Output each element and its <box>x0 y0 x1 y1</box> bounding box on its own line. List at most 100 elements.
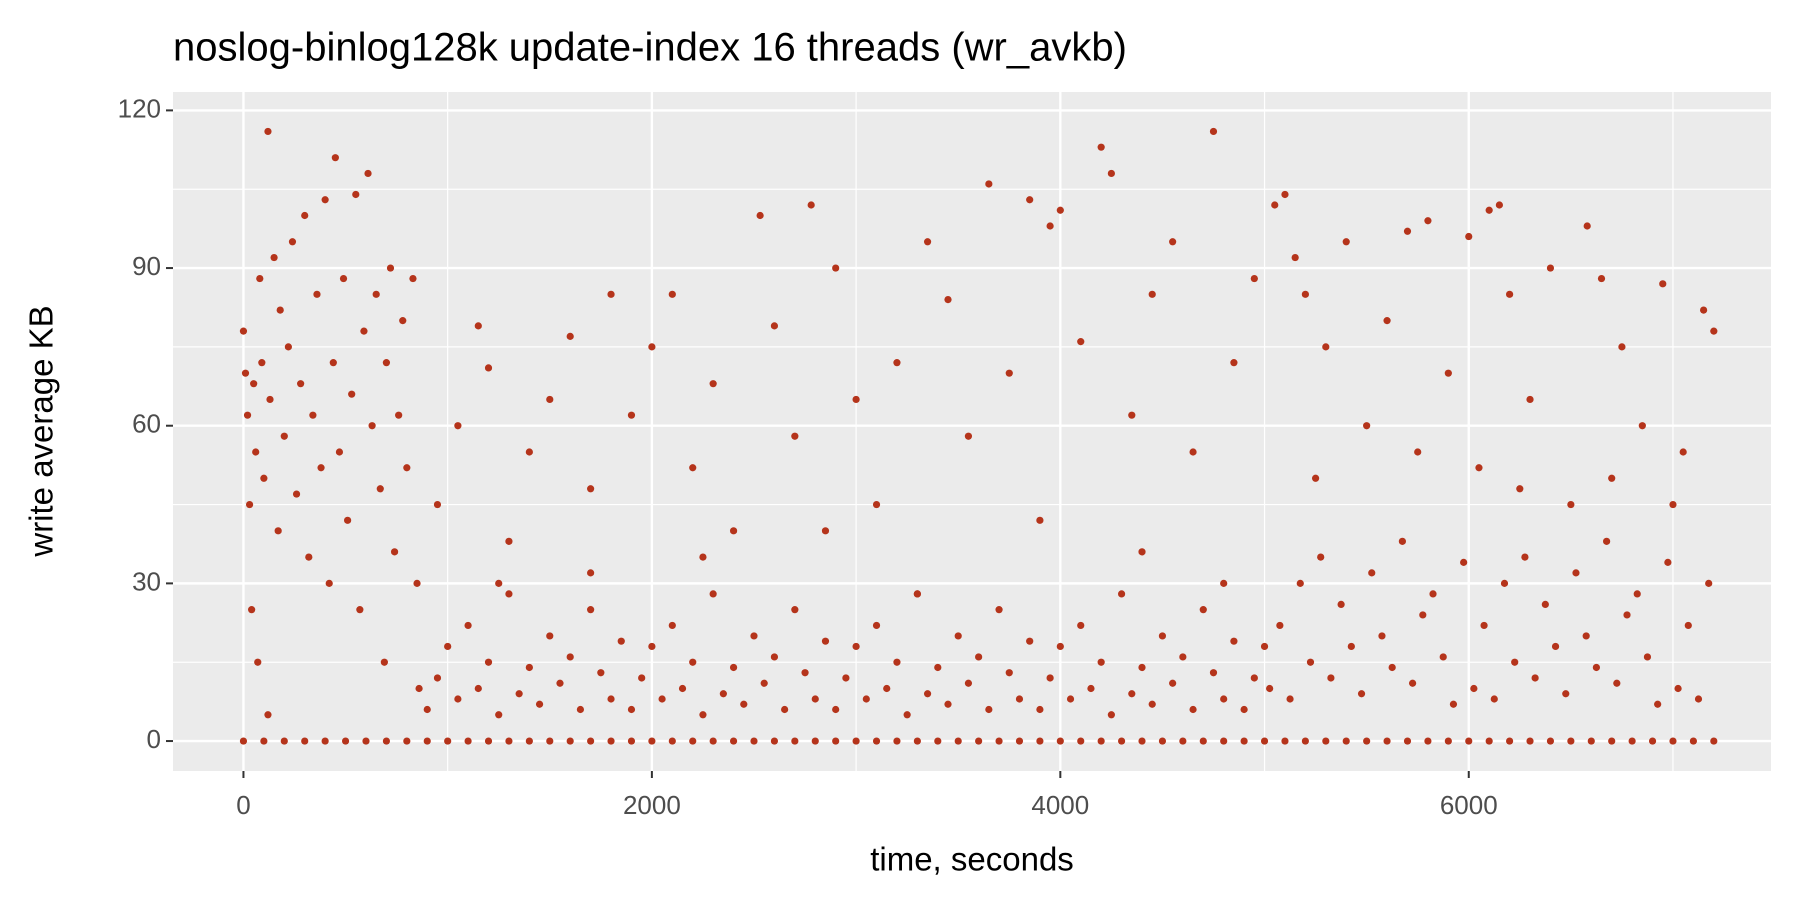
point <box>313 290 321 298</box>
y-tick-label: 90 <box>132 251 161 281</box>
point <box>515 690 523 698</box>
point <box>1296 579 1304 587</box>
point <box>1638 422 1646 430</box>
point <box>395 411 403 419</box>
point <box>344 516 352 524</box>
point <box>325 579 333 587</box>
y-tick-label: 30 <box>132 566 161 596</box>
point <box>239 327 248 335</box>
point <box>1117 737 1126 745</box>
point <box>1674 684 1682 693</box>
point <box>390 548 399 556</box>
point <box>832 737 840 745</box>
point <box>1036 737 1044 745</box>
point <box>382 359 391 367</box>
point <box>893 658 901 666</box>
point <box>617 637 625 645</box>
point <box>474 684 482 693</box>
point <box>546 632 554 640</box>
point <box>1654 700 1662 708</box>
point <box>341 737 350 745</box>
point <box>811 695 819 703</box>
point <box>525 737 533 745</box>
point <box>368 422 376 430</box>
point <box>1046 674 1054 682</box>
point <box>872 737 881 745</box>
point <box>546 395 554 404</box>
point <box>1266 684 1274 693</box>
y-axis-title: write average KB <box>23 305 60 557</box>
point <box>699 553 707 561</box>
point <box>627 705 636 714</box>
point <box>1485 737 1493 745</box>
point <box>954 737 962 745</box>
point <box>1439 653 1447 661</box>
x-tick-label: 6000 <box>1440 790 1498 820</box>
point <box>750 737 758 745</box>
point <box>862 695 870 703</box>
point <box>1659 280 1667 288</box>
point <box>852 642 860 651</box>
point <box>566 653 574 661</box>
point <box>1005 669 1013 677</box>
point <box>1388 663 1396 672</box>
point <box>274 527 282 535</box>
point <box>260 737 268 745</box>
point <box>1414 448 1422 456</box>
point <box>297 380 305 388</box>
point <box>464 621 472 630</box>
point <box>305 553 313 561</box>
point <box>944 295 952 304</box>
point <box>791 432 799 440</box>
point <box>280 737 288 745</box>
point <box>607 290 615 298</box>
point <box>1562 690 1570 698</box>
point <box>258 359 266 367</box>
point <box>781 705 789 714</box>
point <box>1506 290 1514 298</box>
point <box>1444 737 1452 745</box>
chart-title: noslog-binlog128k update-index 16 thread… <box>173 26 1127 70</box>
point <box>1465 232 1473 241</box>
x-tick-label: 4000 <box>1031 790 1089 820</box>
point <box>648 343 656 351</box>
point <box>250 380 258 388</box>
point <box>1424 217 1432 225</box>
point <box>1608 737 1616 745</box>
point <box>1015 737 1024 745</box>
point <box>356 606 364 614</box>
point <box>1179 737 1187 745</box>
point <box>1220 695 1228 703</box>
point <box>1490 695 1498 703</box>
point <box>386 264 395 272</box>
point <box>1148 700 1156 708</box>
point <box>872 621 881 630</box>
point <box>1209 127 1218 136</box>
point <box>1179 653 1187 661</box>
point <box>444 642 452 651</box>
point <box>535 700 544 708</box>
point <box>1097 737 1105 745</box>
point <box>729 527 738 535</box>
point <box>1669 500 1677 509</box>
point <box>1046 222 1054 230</box>
point <box>1684 621 1692 630</box>
point <box>1056 206 1064 214</box>
point <box>1138 737 1146 745</box>
point <box>1363 737 1371 745</box>
point <box>1311 474 1320 482</box>
point <box>1408 679 1417 687</box>
x-tick-label: 0 <box>236 790 250 820</box>
point <box>1398 537 1406 545</box>
point <box>241 369 250 377</box>
point <box>1301 290 1309 298</box>
point <box>934 737 942 745</box>
point <box>913 590 921 598</box>
point <box>1583 222 1591 230</box>
point <box>433 674 442 682</box>
point <box>893 737 901 745</box>
point <box>1347 642 1355 651</box>
point <box>1664 558 1672 566</box>
point <box>464 737 472 745</box>
point <box>1189 448 1197 456</box>
